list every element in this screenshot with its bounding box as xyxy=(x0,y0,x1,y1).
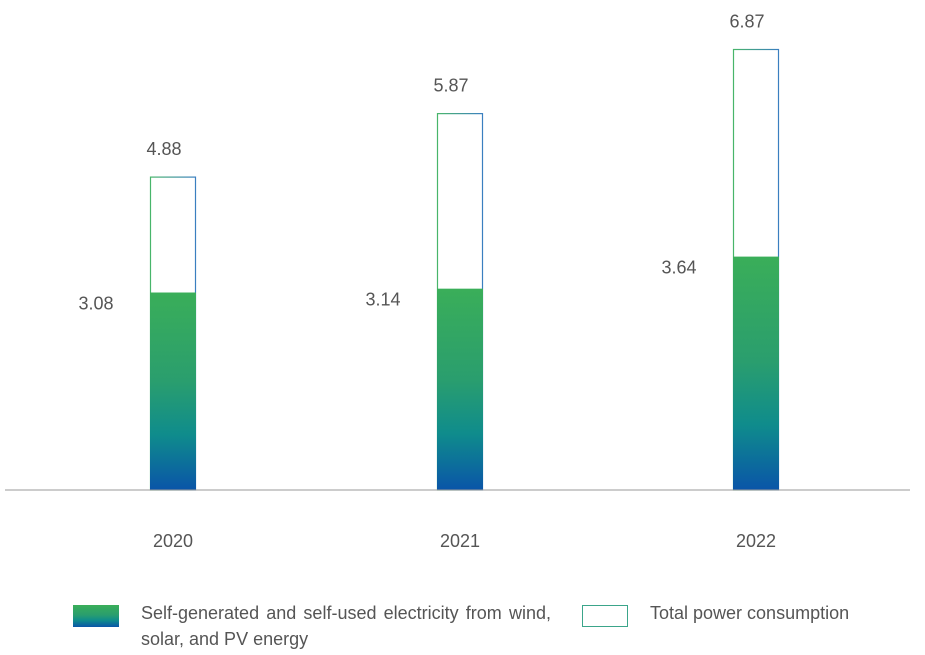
bar-self-generated-2021 xyxy=(437,289,483,490)
value-label-self-generated-2020: 3.08 xyxy=(78,294,113,314)
bar-self-generated-2020 xyxy=(150,293,196,490)
value-label-total-2021: 5.87 xyxy=(433,76,468,96)
legend-swatch-self-generated xyxy=(73,605,119,627)
value-label-total-2020: 4.88 xyxy=(146,139,181,159)
value-label-self-generated-2022: 3.64 xyxy=(661,258,696,278)
legend: Self-generated and self-used electricity… xyxy=(0,600,925,655)
legend-swatch-total xyxy=(582,605,628,627)
bar-self-generated-2022 xyxy=(733,257,779,490)
legend-label-total: Total power consumption xyxy=(650,600,849,626)
x-tick-label-2022: 2022 xyxy=(736,531,776,551)
legend-item-total: Total power consumption xyxy=(582,600,849,627)
bar-chart: 4.88 3.08 2020 5.87 3.14 2021 6.87 3.64 2022 xyxy=(0,0,925,600)
value-label-total-2022: 6.87 xyxy=(729,12,764,32)
x-tick-label-2021: 2021 xyxy=(440,531,480,551)
x-tick-label-2020: 2020 xyxy=(153,531,193,551)
value-label-self-generated-2021: 3.14 xyxy=(365,290,400,310)
legend-label-self-generated: Self-generated and self-used electricity… xyxy=(141,600,551,652)
legend-item-self-generated: Self-generated and self-used electricity… xyxy=(73,600,551,652)
